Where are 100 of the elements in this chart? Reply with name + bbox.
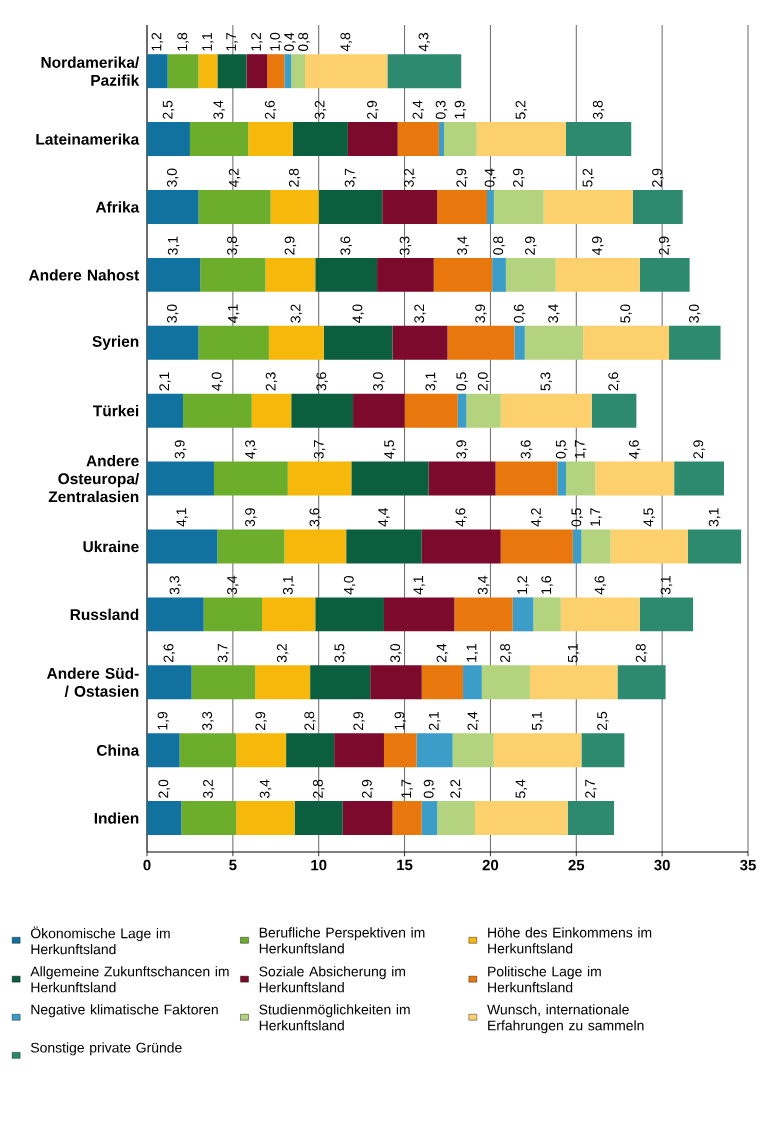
y-tick-label: Türkei — [93, 405, 139, 417]
bar — [583, 325, 670, 360]
bar — [370, 665, 422, 700]
data-label: 0,4 — [284, 32, 296, 52]
bar — [310, 665, 371, 700]
bar — [387, 54, 462, 89]
data-label: 2,1 — [428, 711, 441, 730]
data-label: 3,0 — [373, 372, 385, 391]
bar — [474, 801, 568, 836]
bar — [495, 461, 558, 496]
data-label: 3,1 — [660, 576, 673, 595]
data-label: 1,9 — [394, 711, 407, 730]
bar — [217, 529, 285, 564]
data-label: 3,0 — [166, 168, 179, 187]
data-label: 3,1 — [282, 576, 295, 595]
data-label: 1,1 — [202, 32, 214, 51]
y-tick-label: Indien — [94, 812, 139, 824]
data-label: 2,9 — [361, 779, 374, 798]
data-label: 0,8 — [298, 32, 310, 52]
data-label: 2,9 — [255, 711, 267, 730]
data-label: 4,6 — [628, 440, 641, 459]
data-label: 2,6 — [608, 372, 620, 391]
data-label: 3,4 — [457, 236, 469, 255]
bar — [198, 54, 218, 89]
data-label: 1,2 — [517, 576, 529, 594]
legend-label: Berufliche Perspektiven im Herkunftsland — [259, 927, 425, 954]
data-label: 0,5 — [571, 508, 583, 527]
data-label: 3,6 — [316, 372, 328, 391]
data-label: 3,9 — [174, 440, 187, 459]
legend-label: Höhe des Einkommens im Herkunftsland — [488, 927, 652, 954]
bar — [383, 733, 417, 768]
bar — [433, 257, 493, 292]
data-label: 3,0 — [390, 643, 402, 663]
data-label: 4,0 — [352, 304, 364, 323]
bar — [392, 801, 422, 836]
bar — [147, 54, 168, 89]
data-label: 3,2 — [314, 100, 327, 120]
data-label: 2,4 — [436, 643, 449, 663]
bar — [268, 325, 324, 360]
data-label: 3,4 — [259, 779, 272, 798]
bar — [255, 665, 311, 700]
bar — [315, 597, 384, 632]
y-tick-label: Andere Osteuropa/ Zentralasien — [48, 454, 140, 503]
bar — [567, 801, 615, 836]
data-label: 1,2 — [151, 32, 164, 51]
bar — [639, 597, 694, 632]
x-tick-label: 10 — [311, 859, 327, 871]
bar — [533, 597, 561, 632]
bar — [447, 325, 515, 360]
bar — [452, 733, 494, 768]
y-tick-label: Nordamerika/ Pazifik — [41, 56, 140, 86]
data-label: 4,6 — [455, 508, 467, 527]
data-label: 3,0 — [166, 304, 179, 323]
data-label: 2,0 — [477, 372, 490, 391]
data-label: 3,1 — [425, 372, 437, 391]
bar — [669, 325, 721, 360]
data-label: 3,2 — [290, 304, 303, 323]
data-label: 1,8 — [177, 32, 189, 51]
bar — [342, 801, 393, 836]
bar — [377, 257, 434, 292]
x-tick-label: 20 — [482, 859, 499, 871]
data-label: 2,9 — [693, 440, 705, 459]
data-label: 0,9 — [423, 779, 436, 798]
data-label: 1,6 — [541, 576, 553, 594]
bar — [466, 393, 501, 428]
legend-label: Negative klimatische Faktoren — [31, 1004, 218, 1018]
data-label: 3,4 — [548, 304, 560, 323]
data-label: 3,2 — [403, 168, 416, 187]
data-label: 0,5 — [555, 440, 568, 459]
data-label: 3,2 — [414, 304, 426, 323]
bar — [167, 54, 199, 89]
bar — [421, 801, 438, 836]
bar — [147, 393, 184, 428]
bar — [179, 733, 237, 768]
data-label: 1,2 — [251, 32, 263, 51]
bar — [292, 122, 348, 157]
bar — [565, 122, 632, 157]
bar — [200, 257, 266, 292]
bar — [291, 393, 354, 428]
bar — [147, 190, 199, 224]
data-label: 3,6 — [340, 236, 352, 255]
data-label: 4,8 — [340, 32, 352, 52]
y-tick-label: Ukraine — [83, 540, 139, 553]
bar — [454, 597, 513, 632]
data-label: 2,8 — [635, 643, 648, 663]
y-tick-label: Afrika — [95, 201, 140, 213]
legend-label: Sonstige private Gründe — [30, 1042, 182, 1056]
bar — [323, 325, 393, 360]
data-label: 3,9 — [245, 508, 257, 527]
data-label: 3,3 — [399, 236, 412, 255]
bar — [524, 325, 584, 360]
data-label: 5,1 — [531, 711, 544, 731]
bar — [203, 597, 263, 632]
y-tick-label: Andere Nahost — [28, 269, 140, 281]
data-label: 3,3 — [202, 711, 214, 731]
data-label: 2,9 — [456, 168, 468, 187]
data-label: 4,1 — [413, 576, 425, 595]
bar — [267, 54, 285, 89]
bar — [246, 54, 268, 89]
bar — [416, 733, 453, 768]
